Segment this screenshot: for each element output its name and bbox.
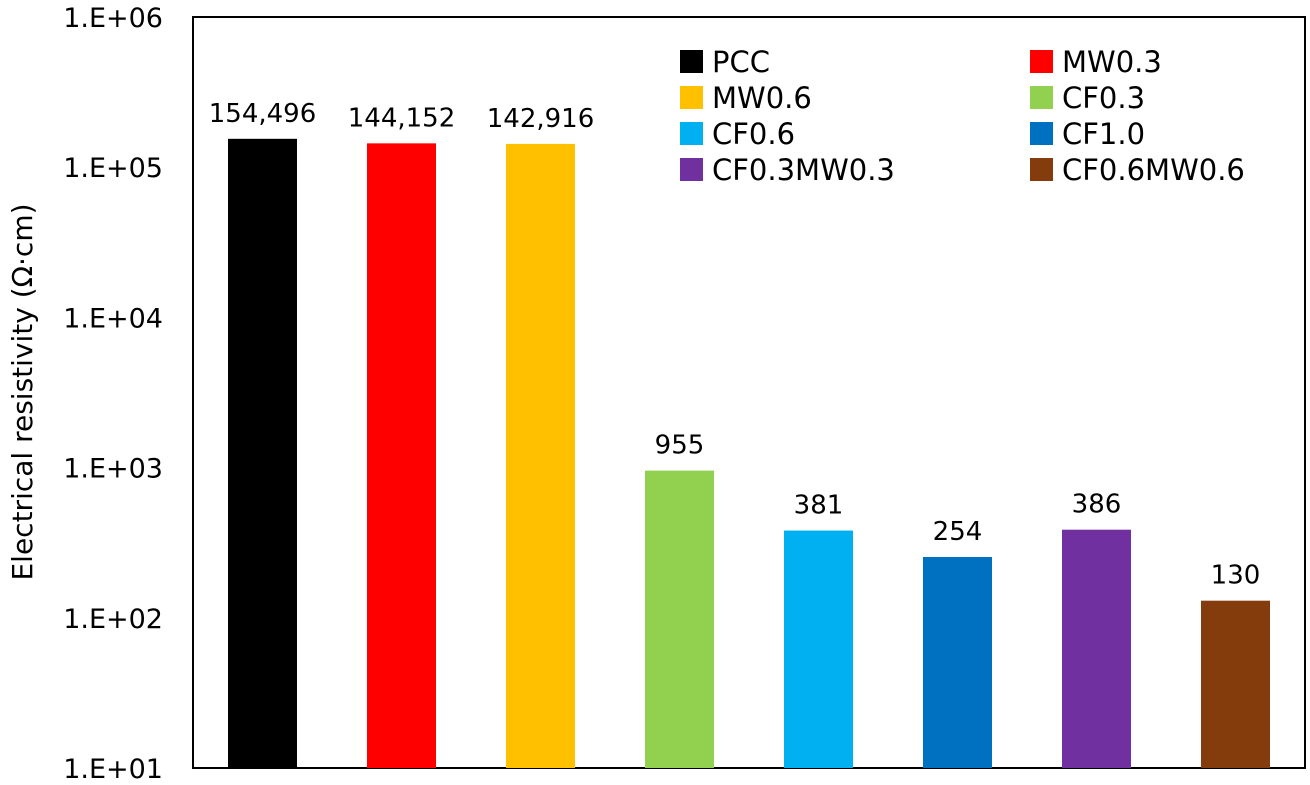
legend-swatch bbox=[680, 50, 703, 73]
y-axis-ticks: 1.E+01 1.E+02 1.E+03 1.E+04 1.E+05 1.E+06 bbox=[63, 3, 163, 785]
legend-label: PCC bbox=[712, 45, 770, 79]
y-tick-label: 1.E+04 bbox=[63, 303, 163, 334]
bar-mw0-6 bbox=[506, 143, 575, 768]
legend-label: CF1.0 bbox=[1062, 117, 1145, 151]
legend-label: CF0.6 bbox=[712, 117, 795, 151]
legend-swatch bbox=[680, 86, 703, 109]
y-tick-label: 1.E+06 bbox=[63, 3, 163, 34]
y-tick-label: 1.E+05 bbox=[63, 153, 163, 184]
data-label: 381 bbox=[794, 491, 844, 521]
bar-pcc bbox=[228, 138, 297, 768]
y-tick-label: 1.E+01 bbox=[63, 754, 163, 785]
bar-mw0-3 bbox=[367, 143, 436, 768]
legend-label: MW0.3 bbox=[1062, 45, 1162, 79]
legend-swatch bbox=[1030, 86, 1053, 109]
data-label: 955 bbox=[655, 431, 705, 461]
data-label: 142,916 bbox=[487, 104, 595, 134]
legend-label: CF0.3MW0.3 bbox=[712, 153, 895, 187]
bar-cf0-3 bbox=[645, 470, 714, 768]
bar-cf0-6mw0-6 bbox=[1201, 600, 1270, 768]
legend-swatch bbox=[1030, 158, 1053, 181]
data-label: 154,496 bbox=[209, 99, 317, 129]
data-labels: 154,496 144,152 142,916 955 381 254 386 130 bbox=[209, 99, 1261, 591]
y-axis-title: Electrical resistivity (Ω·cm) bbox=[6, 203, 39, 580]
bar-series bbox=[228, 138, 1270, 768]
legend-swatch bbox=[1030, 122, 1053, 145]
y-tick-label: 1.E+03 bbox=[63, 454, 163, 485]
bar-cf0-6 bbox=[784, 530, 853, 768]
legend-swatch bbox=[680, 122, 703, 145]
y-tick-label: 1.E+02 bbox=[63, 604, 163, 635]
legend-label: MW0.6 bbox=[712, 81, 812, 115]
bar-cf0-3mw0-3 bbox=[1062, 529, 1131, 768]
legend-swatch bbox=[1030, 50, 1053, 73]
plot-area-frame bbox=[192, 16, 1306, 769]
data-label: 130 bbox=[1211, 561, 1261, 591]
legend: PCC MW0.3 MW0.6 CF0.3 CF0.6 CF1.0 CF0.3MW0.3 CF… bbox=[680, 45, 1245, 187]
data-label: 386 bbox=[1072, 490, 1122, 520]
data-label: 254 bbox=[933, 517, 983, 547]
bar-cf1-0 bbox=[923, 556, 992, 768]
legend-label: CF0.6MW0.6 bbox=[1062, 153, 1245, 187]
legend-swatch bbox=[680, 158, 703, 181]
legend-label: CF0.3 bbox=[1062, 81, 1145, 115]
data-label: 144,152 bbox=[348, 103, 456, 133]
